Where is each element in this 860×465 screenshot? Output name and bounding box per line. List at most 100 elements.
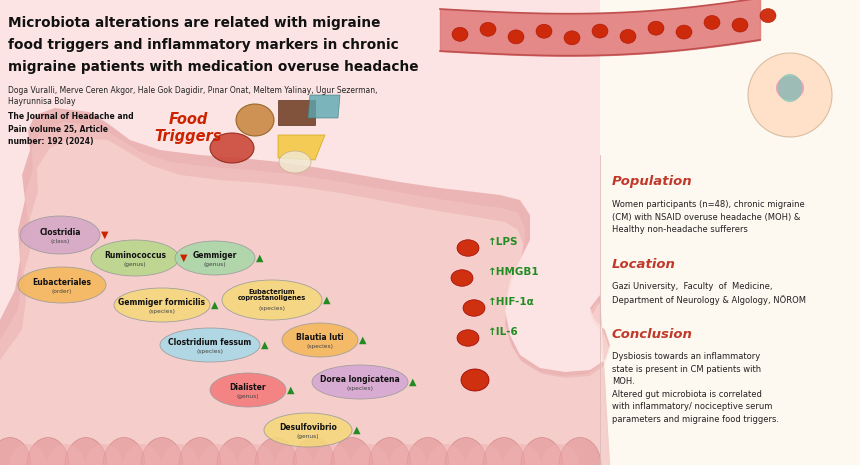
- Ellipse shape: [760, 9, 776, 23]
- Text: ▲: ▲: [287, 385, 295, 395]
- Text: ↑HIF-1α: ↑HIF-1α: [488, 297, 535, 307]
- Ellipse shape: [255, 438, 297, 465]
- Text: (class): (class): [51, 239, 70, 244]
- Circle shape: [748, 53, 832, 137]
- Ellipse shape: [776, 76, 804, 100]
- Ellipse shape: [293, 438, 335, 465]
- Text: ▲: ▲: [323, 295, 331, 305]
- Ellipse shape: [461, 369, 489, 391]
- Ellipse shape: [541, 444, 579, 465]
- Polygon shape: [308, 95, 340, 118]
- Polygon shape: [0, 138, 610, 465]
- Ellipse shape: [463, 300, 485, 316]
- Text: Ruminococcus: Ruminococcus: [104, 251, 166, 259]
- Text: (species): (species): [259, 306, 286, 311]
- Polygon shape: [600, 0, 860, 465]
- Polygon shape: [278, 135, 325, 160]
- Polygon shape: [0, 108, 610, 465]
- Polygon shape: [278, 100, 315, 125]
- Ellipse shape: [123, 444, 161, 465]
- Text: Gemmiger formicilis: Gemmiger formicilis: [119, 298, 206, 306]
- Text: Hayrunnisa Bolay: Hayrunnisa Bolay: [8, 97, 76, 106]
- Ellipse shape: [20, 216, 100, 254]
- Text: ▲: ▲: [261, 340, 268, 350]
- Ellipse shape: [732, 18, 748, 32]
- Ellipse shape: [351, 444, 389, 465]
- Ellipse shape: [279, 151, 311, 173]
- Ellipse shape: [275, 444, 313, 465]
- Ellipse shape: [559, 438, 601, 465]
- Text: (species): (species): [347, 385, 373, 391]
- Text: Conclusion: Conclusion: [612, 328, 693, 341]
- Ellipse shape: [114, 288, 210, 322]
- Text: ▼: ▼: [101, 230, 108, 240]
- Text: Clostridium fessum: Clostridium fessum: [169, 338, 252, 346]
- Ellipse shape: [452, 27, 468, 41]
- Ellipse shape: [457, 240, 479, 256]
- Polygon shape: [0, 0, 600, 465]
- Text: ▲: ▲: [212, 300, 218, 310]
- Ellipse shape: [237, 444, 275, 465]
- Text: Desulfovibrio: Desulfovibrio: [279, 423, 337, 432]
- Text: (genus): (genus): [297, 433, 319, 438]
- Text: The Journal of Headache and
Pain volume 25, Article
number: 192 (2024): The Journal of Headache and Pain volume …: [8, 112, 133, 146]
- Ellipse shape: [536, 24, 552, 38]
- Text: (genus): (genus): [124, 261, 146, 266]
- Ellipse shape: [592, 24, 608, 38]
- Ellipse shape: [778, 74, 802, 102]
- Ellipse shape: [9, 444, 47, 465]
- Ellipse shape: [179, 438, 221, 465]
- Ellipse shape: [161, 444, 199, 465]
- Text: ↑LPS: ↑LPS: [488, 237, 519, 247]
- Ellipse shape: [222, 280, 322, 320]
- Ellipse shape: [141, 438, 183, 465]
- Text: ↑HMGB1: ↑HMGB1: [488, 267, 539, 277]
- Ellipse shape: [503, 444, 541, 465]
- Text: migraine patients with medication overuse headache: migraine patients with medication overus…: [8, 60, 419, 74]
- Ellipse shape: [521, 438, 563, 465]
- Text: (genus): (genus): [204, 261, 226, 266]
- Text: ▲: ▲: [409, 377, 417, 387]
- Ellipse shape: [407, 438, 449, 465]
- Text: Women participants (n=48), chronic migraine
(CM) with NSAID overuse headache (MO: Women participants (n=48), chronic migra…: [612, 200, 805, 234]
- Ellipse shape: [18, 267, 106, 303]
- Text: (order): (order): [52, 288, 72, 293]
- Ellipse shape: [103, 438, 145, 465]
- Ellipse shape: [445, 438, 487, 465]
- Text: (species): (species): [196, 348, 224, 353]
- Text: (species): (species): [306, 344, 334, 348]
- Ellipse shape: [480, 22, 496, 36]
- Ellipse shape: [508, 30, 524, 44]
- Text: ▲: ▲: [256, 253, 264, 263]
- Ellipse shape: [236, 104, 274, 136]
- Ellipse shape: [282, 323, 358, 357]
- Ellipse shape: [199, 444, 237, 465]
- Ellipse shape: [210, 133, 254, 163]
- Text: (species): (species): [149, 308, 175, 313]
- Text: Dorea longicatena: Dorea longicatena: [320, 374, 400, 384]
- Ellipse shape: [648, 21, 664, 35]
- Text: Blautia luti: Blautia luti: [296, 332, 344, 341]
- Ellipse shape: [451, 270, 473, 286]
- Ellipse shape: [47, 444, 85, 465]
- Text: ▲: ▲: [359, 335, 366, 345]
- Text: Population: Population: [612, 175, 692, 188]
- Ellipse shape: [331, 438, 373, 465]
- Ellipse shape: [210, 373, 286, 407]
- Text: Clostridia: Clostridia: [40, 227, 81, 237]
- Text: Food
Triggers: Food Triggers: [154, 112, 222, 145]
- Text: ▼: ▼: [181, 253, 187, 263]
- Text: ▲: ▲: [353, 425, 360, 435]
- Ellipse shape: [65, 438, 107, 465]
- Ellipse shape: [369, 438, 411, 465]
- Text: Eubacteriales: Eubacteriales: [33, 278, 91, 286]
- Ellipse shape: [778, 74, 802, 102]
- Text: Eubacterium
coprostanoligenes: Eubacterium coprostanoligenes: [238, 289, 306, 301]
- Text: Doga Vuralli, Merve Ceren Akgor, Hale Gok Dagidir, Pınar Onat, Meltem Yalinay, U: Doga Vuralli, Merve Ceren Akgor, Hale Go…: [8, 86, 378, 95]
- Ellipse shape: [564, 31, 580, 45]
- Text: ↑IL-6: ↑IL-6: [488, 327, 519, 337]
- Ellipse shape: [313, 444, 351, 465]
- Ellipse shape: [457, 330, 479, 346]
- Ellipse shape: [465, 444, 503, 465]
- Text: Dialister: Dialister: [230, 383, 267, 392]
